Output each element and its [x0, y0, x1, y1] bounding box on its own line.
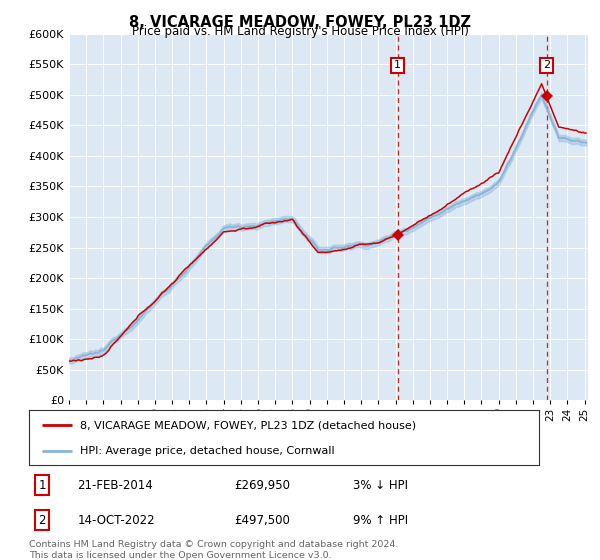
- Text: 2: 2: [38, 514, 46, 526]
- Text: 9% ↑ HPI: 9% ↑ HPI: [353, 514, 408, 526]
- Text: 1: 1: [394, 60, 401, 71]
- Text: 8, VICARAGE MEADOW, FOWEY, PL23 1DZ (detached house): 8, VICARAGE MEADOW, FOWEY, PL23 1DZ (det…: [80, 421, 416, 430]
- Text: HPI: Average price, detached house, Cornwall: HPI: Average price, detached house, Corn…: [80, 446, 334, 456]
- Text: £497,500: £497,500: [234, 514, 290, 526]
- Text: 1: 1: [38, 479, 46, 492]
- Text: Contains HM Land Registry data © Crown copyright and database right 2024.
This d: Contains HM Land Registry data © Crown c…: [29, 540, 398, 560]
- Text: 2: 2: [543, 60, 550, 71]
- Text: Price paid vs. HM Land Registry's House Price Index (HPI): Price paid vs. HM Land Registry's House …: [131, 25, 469, 38]
- Text: 21-FEB-2014: 21-FEB-2014: [77, 479, 153, 492]
- Text: 14-OCT-2022: 14-OCT-2022: [77, 514, 155, 526]
- Text: £269,950: £269,950: [234, 479, 290, 492]
- Text: 3% ↓ HPI: 3% ↓ HPI: [353, 479, 408, 492]
- Text: 8, VICARAGE MEADOW, FOWEY, PL23 1DZ: 8, VICARAGE MEADOW, FOWEY, PL23 1DZ: [129, 15, 471, 30]
